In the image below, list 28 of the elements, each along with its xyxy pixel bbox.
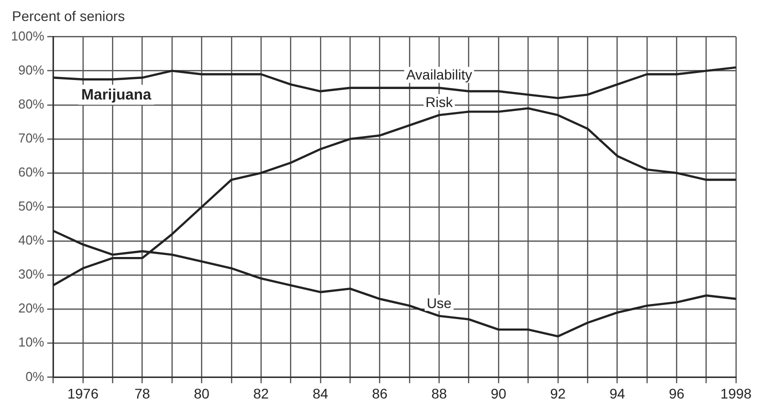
series-label: Risk [426,94,454,110]
x-tick-label: 90 [490,385,507,402]
series-label: Use [426,294,452,311]
y-tick-label: 0% [25,368,45,384]
y-tick-label: 20% [18,300,45,316]
x-tick-label: 92 [550,385,566,402]
y-tick-label: 100% [11,28,45,44]
x-tick-label: 88 [431,385,448,402]
y-tick-label: 10% [18,334,45,350]
x-tick-label: 94 [609,385,626,402]
x-tick-label: 78 [134,385,150,402]
y-tick-label: 30% [18,266,45,282]
x-tick-label: 96 [668,385,685,402]
y-tick-label: 40% [18,232,45,248]
y-tick-label: 90% [18,62,45,78]
x-tick-label: 84 [312,385,328,402]
y-tick-label: 80% [18,96,45,112]
x-tick-label: 86 [372,385,388,402]
x-tick-label: 80 [194,385,210,402]
series-label: Availability [406,66,472,83]
y-axis-title: Percent of seniors [12,8,126,26]
x-tick-label: 82 [253,385,270,402]
x-tick-label: 1976 [67,385,99,402]
annotation: Marijuana [81,86,152,104]
y-tick-label: 50% [18,198,45,214]
y-tick-label: 60% [18,164,45,180]
x-tick-label: 1998 [720,385,752,402]
y-tick-label: 70% [18,130,45,146]
